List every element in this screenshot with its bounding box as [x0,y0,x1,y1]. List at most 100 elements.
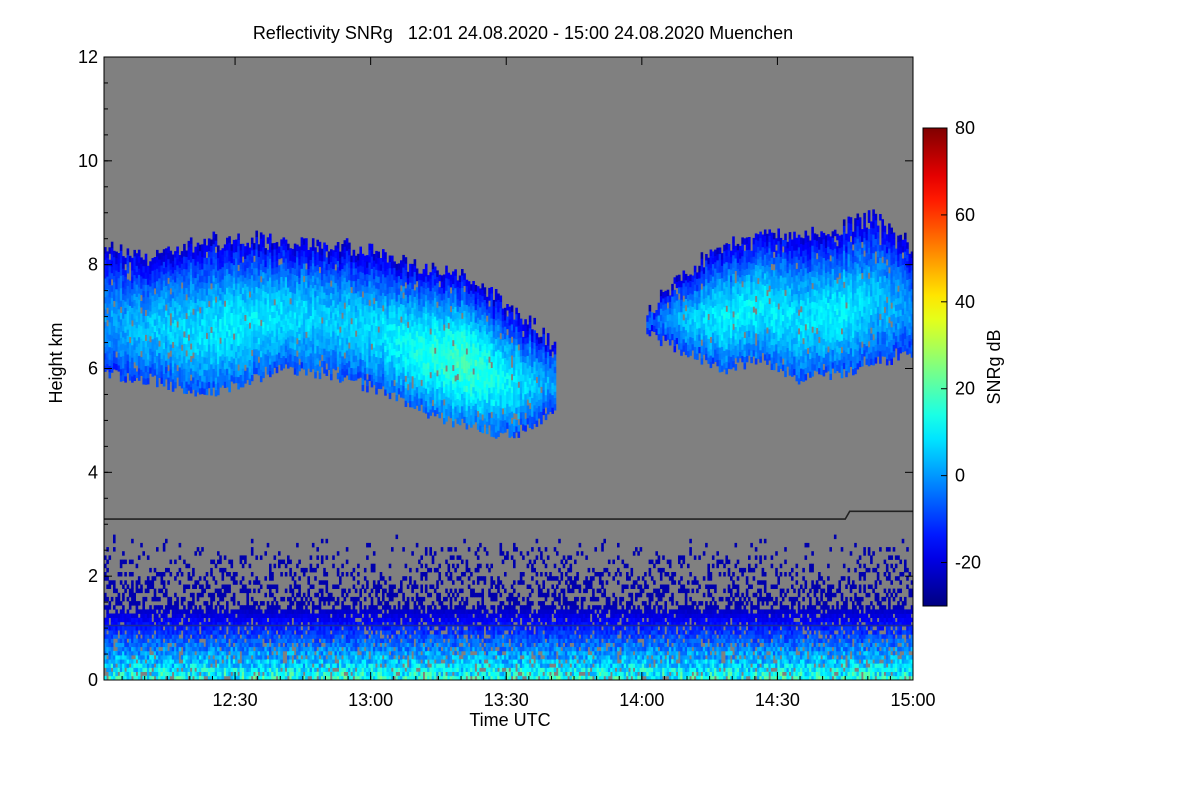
reflectivity-cell [235,295,238,303]
reflectivity-cell [768,273,771,280]
reflectivity-cell [113,263,116,270]
reflectivity-cell [750,300,753,308]
reflectivity-cell [515,326,518,333]
reflectivity-cell [282,237,286,244]
reflectivity-cell [332,268,335,276]
reflectivity-cell [777,309,780,316]
reflectivity-cell [709,305,713,312]
reflectivity-cell [221,360,225,367]
reflectivity-cell [212,350,216,357]
reflectivity-cell [325,282,329,289]
reflectivity-cell [447,291,451,298]
reflectivity-cell [743,294,747,301]
reflectivity-cell [673,308,677,315]
reflectivity-cell [237,233,240,240]
reflectivity-cell [361,253,365,261]
reflectivity-cell [485,352,489,360]
reflectivity-cell [445,346,448,354]
reflectivity-cell [339,351,342,358]
reflectivity-cell [517,325,521,332]
reflectivity-cell [156,312,159,319]
reflectivity-cell [113,363,116,370]
reflectivity-cell [397,331,401,339]
reflectivity-cell [336,279,340,286]
reflectivity-cell [732,280,735,287]
reflectivity-cell [122,349,125,357]
reflectivity-cell [528,371,532,379]
reflectivity-cell [271,274,274,281]
reflectivity-cell [146,359,150,366]
reflectivity-cell [465,404,469,411]
reflectivity-cell [359,290,362,297]
reflectivity-cell [144,372,148,379]
reflectivity-cell [666,296,670,303]
reflectivity-cell [429,378,432,385]
reflectivity-cell [327,282,331,289]
reflectivity-cell [768,260,771,267]
reflectivity-cell [302,363,306,370]
reflectivity-cell [494,432,498,439]
reflectivity-cell [230,256,234,264]
reflectivity-cell [366,323,369,331]
reflectivity-cell [379,345,383,352]
reflectivity-cell [128,361,132,369]
reflectivity-cell [262,315,265,322]
reflectivity-cell [205,382,209,389]
reflectivity-cell [743,238,747,245]
reflectivity-cell [223,294,227,301]
reflectivity-cell [452,377,455,384]
reflectivity-cell [657,309,661,316]
reflectivity-cell [424,332,428,339]
reflectivity-cell [203,282,206,289]
reflectivity-cell [332,362,335,369]
reflectivity-cell [413,315,417,322]
reflectivity-cell [400,272,403,280]
reflectivity-cell [406,346,410,354]
reflectivity-cell [745,312,749,319]
reflectivity-cell [395,363,399,371]
reflectivity-cell [402,261,405,268]
reflectivity-cell [395,288,399,296]
reflectivity-cell [275,310,279,318]
reflectivity-cell [730,337,733,345]
reflectivity-cell [372,359,376,367]
reflectivity-cell [318,248,322,255]
reflectivity-cell [386,349,390,357]
reflectivity-cell [320,348,324,355]
reflectivity-cell [741,256,744,263]
reflectivity-cell [131,288,134,296]
reflectivity-cell [302,244,306,252]
reflectivity-cell [549,374,552,381]
reflectivity-cell [395,357,399,364]
reflectivity-cell [461,343,464,351]
reflectivity-cell [291,311,295,318]
reflectivity-cell [318,322,322,330]
reflectivity-cell [323,311,326,318]
reflectivity-cell [757,296,760,303]
reflectivity-cell [309,278,313,285]
reflectivity-cell [352,299,356,307]
reflectivity-cell [223,375,227,382]
reflectivity-cell [372,272,376,280]
reflectivity-cell [551,370,554,377]
reflectivity-cell [287,299,290,307]
reflectivity-cell [104,309,107,316]
reflectivity-cell [449,380,453,388]
reflectivity-cell [284,345,288,352]
reflectivity-cell [223,256,227,264]
reflectivity-cell [196,261,200,268]
reflectivity-cell [196,323,200,331]
reflectivity-cell [124,363,127,371]
reflectivity-cell [775,319,778,326]
reflectivity-cell [214,265,218,272]
reflectivity-cell [203,344,206,352]
reflectivity-cell [456,417,460,424]
reflectivity-cell [110,322,114,330]
reflectivity-cell [745,355,749,363]
reflectivity-cell [363,305,367,312]
reflectivity-cell [192,333,195,340]
reflectivity-cell [280,239,283,246]
reflectivity-cell [741,355,744,363]
reflectivity-cell [454,312,457,320]
reflectivity-cell [772,289,776,296]
